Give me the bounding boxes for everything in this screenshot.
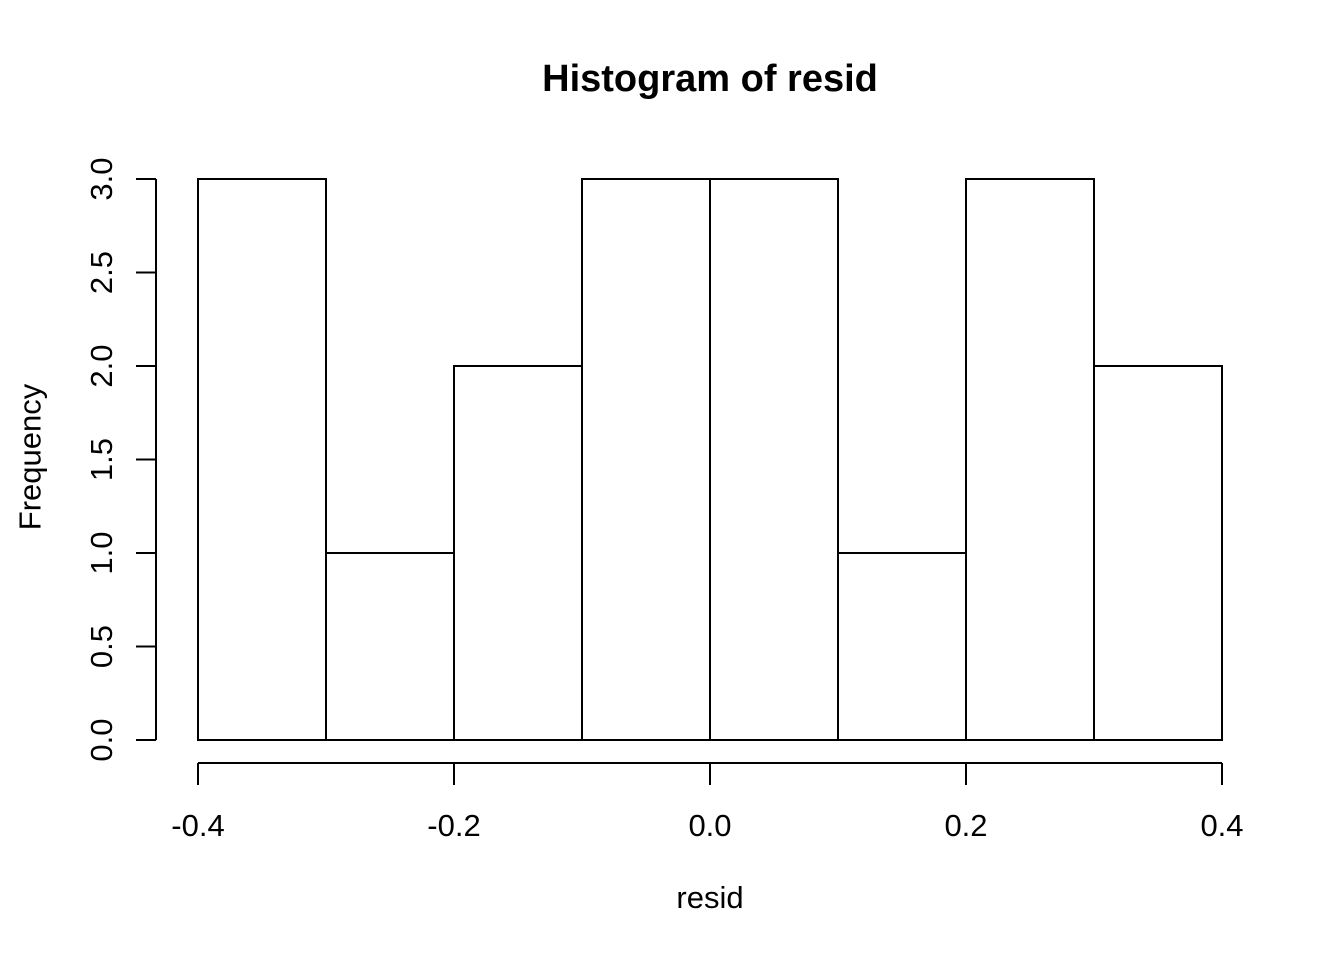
x-axis-title: resid: [676, 880, 744, 915]
histogram-bar: [837, 552, 967, 741]
x-tick-label: -0.2: [427, 808, 480, 843]
chart-title: Histogram of resid: [542, 58, 878, 100]
y-tick-label: 0.5: [84, 625, 119, 668]
histogram-bar: [709, 178, 839, 741]
histogram-bar: [453, 365, 583, 741]
x-tick-label: 0.2: [944, 808, 987, 843]
histogram-bar: [1093, 365, 1223, 741]
x-tick-label: 0.0: [688, 808, 731, 843]
y-tick-label: 1.5: [84, 438, 119, 481]
x-tick-label: 0.4: [1200, 808, 1243, 843]
y-tick-label: 1.0: [84, 531, 119, 574]
histogram-bar: [197, 178, 327, 741]
histogram-bar: [325, 552, 455, 741]
x-tick-label: -0.4: [171, 808, 224, 843]
histogram-bar: [581, 178, 711, 741]
y-tick-label: 2.0: [84, 344, 119, 387]
y-tick-label: 2.5: [84, 251, 119, 294]
y-tick-label: 3.0: [84, 157, 119, 200]
y-tick-label: 0.0: [84, 718, 119, 761]
histogram-bar: [965, 178, 1095, 741]
